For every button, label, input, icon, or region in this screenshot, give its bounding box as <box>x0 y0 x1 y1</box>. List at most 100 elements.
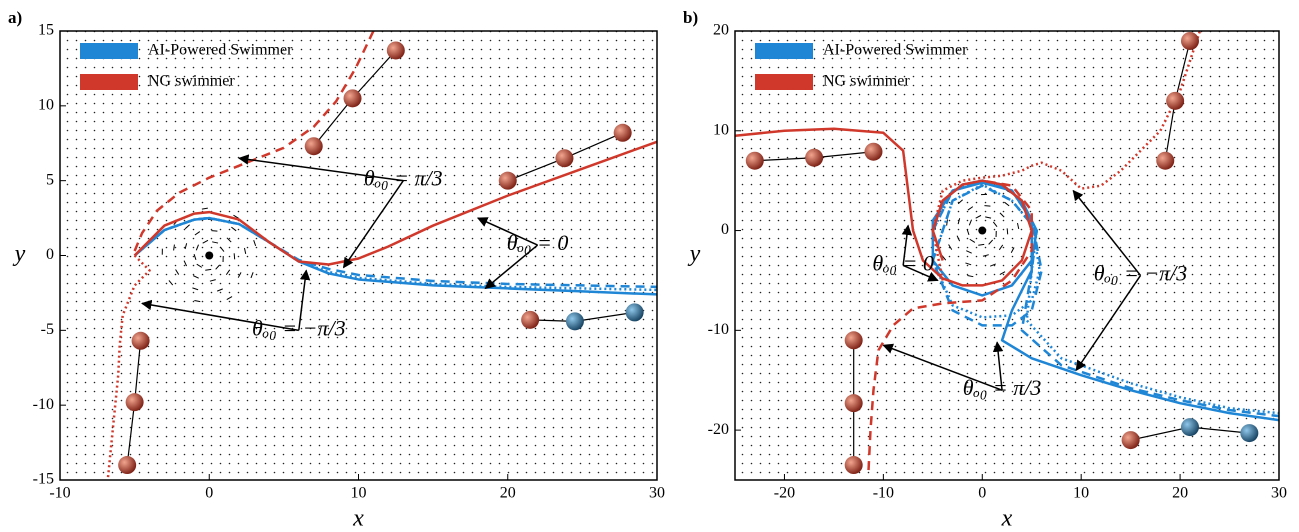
swirl-arrow <box>211 230 218 232</box>
annotation: θₒ₀ = 0 <box>872 251 934 276</box>
y-tick-label: 15 <box>38 22 54 39</box>
x-axis-label: x <box>352 506 364 532</box>
vortex-center <box>205 251 214 260</box>
swirl-arrow <box>957 199 963 205</box>
swimmer-sphere <box>1156 151 1175 170</box>
annotation-arrow <box>1072 189 1142 276</box>
swirl-arrow <box>1004 201 1010 207</box>
swirl-arrow <box>237 272 242 278</box>
series-line <box>133 216 657 289</box>
quiver-field <box>60 31 657 480</box>
swirl-arrow <box>967 275 974 278</box>
swirl-arrow <box>216 288 223 292</box>
x-axis-label: x <box>1001 506 1013 532</box>
annotation: θₒ₀ = −π/3 <box>252 315 346 340</box>
swimmer-sphere <box>844 394 863 413</box>
panel-label: b) <box>683 8 698 27</box>
swimmer-sphere <box>131 331 150 350</box>
swirl-arrow <box>202 239 209 244</box>
legend-swatch <box>755 74 813 90</box>
legend-swatch <box>80 43 138 59</box>
series-line <box>867 179 1033 471</box>
x-tick-label: 10 <box>1073 485 1089 502</box>
swirl-arrow <box>194 231 201 236</box>
annotation: θₒ₀ = −π/3 <box>1094 261 1188 286</box>
y-tick-label: -20 <box>708 421 729 438</box>
swimmer-sphere <box>498 171 517 190</box>
series-line <box>133 31 375 252</box>
swirl-arrow <box>184 243 188 250</box>
swirl-arrow <box>985 216 992 219</box>
swirl-arrow <box>975 214 982 219</box>
swirl-arrow <box>1016 222 1020 230</box>
swimmer-sphere <box>565 312 584 331</box>
annotation: θₒ₀ = π/3 <box>963 375 1042 400</box>
swirl-arrow <box>194 300 201 303</box>
swimmer-sphere <box>304 137 323 156</box>
swirl-arrow <box>212 241 219 244</box>
x-tick-label: -10 <box>49 485 70 502</box>
legend-swatch <box>80 74 138 90</box>
swimmer-sphere <box>1240 424 1259 443</box>
annotation-arrow <box>992 341 1004 391</box>
swirl-arrow <box>946 219 948 226</box>
plot-frame <box>734 30 1280 481</box>
swimmer-sphere <box>844 331 863 350</box>
x-tick-label: 20 <box>500 485 516 502</box>
swimmer-sphere <box>1166 91 1185 110</box>
swirl-arrow <box>992 221 998 227</box>
y-tick-label: 20 <box>713 22 729 39</box>
swirl-arrow <box>175 269 180 275</box>
annotation-arrow <box>902 264 939 282</box>
swirl-arrow <box>999 271 1006 276</box>
swirl-arrow <box>231 226 237 232</box>
y-tick-label: 5 <box>46 171 54 188</box>
swimmer-sphere <box>1180 31 1199 50</box>
swirl-arrow <box>226 237 232 243</box>
series-line <box>931 31 1202 281</box>
panel: -20 -10 0 10 20 30 -20 -10 0 10 20 x y b) θₒ₀ = 0 θₒ₀ =… <box>683 8 1287 532</box>
swirl-arrow <box>205 268 212 271</box>
x-tick-label: 30 <box>649 485 665 502</box>
y-tick-label: -5 <box>41 321 54 338</box>
swimmer-sphere <box>805 148 824 167</box>
swirl-arrow <box>984 205 991 207</box>
swirl-arrow <box>956 235 961 242</box>
swirl-arrow <box>225 269 231 276</box>
swimmer-sphere <box>864 142 883 161</box>
quiver-field <box>735 31 1279 480</box>
swirl-arrow <box>233 214 239 219</box>
series-line <box>735 127 1033 287</box>
plot-frame <box>59 30 658 481</box>
swirl-arrow <box>988 239 994 245</box>
x-tick-label: 30 <box>1271 485 1287 502</box>
y-tick-label: 10 <box>38 97 54 114</box>
annotation-arrow <box>484 244 539 290</box>
x-tick-label: -20 <box>774 485 795 502</box>
swirl-arrow <box>1010 247 1015 253</box>
swirl-arrow <box>968 219 973 226</box>
legend-swatch <box>755 43 813 59</box>
annotation: θₒ₀ = π/3 <box>364 166 443 191</box>
swirl-arrow <box>201 207 208 210</box>
annotation-arrow <box>1075 275 1142 372</box>
y-tick-label: 0 <box>721 221 729 238</box>
swirl-arrow <box>957 218 961 225</box>
swirl-arrow <box>209 279 216 282</box>
swirl-arrow <box>196 263 203 268</box>
x-tick-label: 20 <box>1172 485 1188 502</box>
swirl-arrow <box>226 296 233 300</box>
annotation-arrow <box>476 217 538 246</box>
y-tick-label: -10 <box>33 396 54 413</box>
legend-label: AI-Powered Swimmer <box>823 42 968 59</box>
vortex-center <box>978 226 987 235</box>
x-tick-label: 0 <box>205 485 213 502</box>
annotation-arrow <box>141 299 299 332</box>
swirl-arrow <box>966 229 970 236</box>
swirl-arrow <box>233 253 236 260</box>
series-line <box>133 140 657 266</box>
annotation: θₒ₀ = 0 <box>507 230 569 255</box>
y-axis-label: y <box>13 241 26 267</box>
swirl-arrow <box>243 247 247 254</box>
